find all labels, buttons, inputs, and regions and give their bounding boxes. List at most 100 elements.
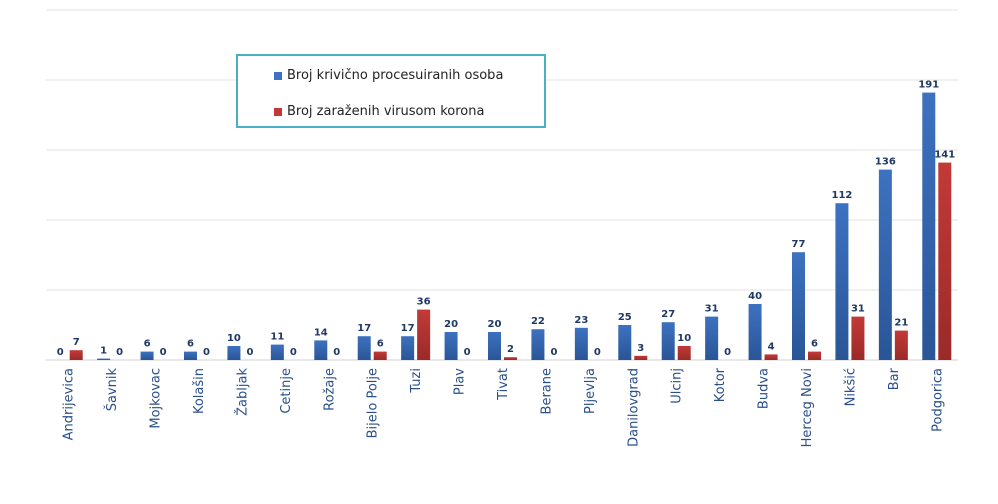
bar-prosecuted xyxy=(705,316,719,360)
bar-infected xyxy=(808,351,821,360)
bar-infected xyxy=(894,330,908,360)
bar-prosecuted xyxy=(574,327,588,360)
legend-item-infected: Broj zaraženih virusom korona xyxy=(274,104,484,119)
data-label: 17 xyxy=(357,323,371,334)
data-label: 0 xyxy=(57,347,64,358)
bar-infected xyxy=(764,354,778,360)
data-label: 20 xyxy=(488,319,502,330)
data-label: 77 xyxy=(792,239,806,250)
bar-prosecuted xyxy=(401,336,415,360)
data-label: 0 xyxy=(333,347,340,358)
x-tick-label: Herceg Novi xyxy=(800,368,815,447)
data-label: 31 xyxy=(705,304,719,315)
x-tick-label: Žabljak xyxy=(234,368,250,416)
data-label: 6 xyxy=(144,339,151,350)
x-tick-label: Danilovgrad xyxy=(626,368,641,447)
bar-prosecuted xyxy=(444,332,458,360)
bar-prosecuted xyxy=(835,203,849,360)
bar-prosecuted xyxy=(140,351,154,360)
x-tick-label: Pljevlja xyxy=(583,368,598,414)
data-label: 0 xyxy=(464,347,471,358)
data-label: 36 xyxy=(417,297,431,308)
bar-infected xyxy=(373,351,387,360)
bar-infected xyxy=(504,357,517,360)
data-label: 0 xyxy=(116,347,123,358)
bar-prosecuted xyxy=(488,332,501,360)
data-label: 27 xyxy=(661,309,675,320)
x-tick-label: Ulcinj xyxy=(670,368,685,404)
data-label: 0 xyxy=(724,347,731,358)
bar-prosecuted xyxy=(314,340,328,360)
bar-prosecuted xyxy=(531,329,545,360)
bar-prosecuted xyxy=(922,92,936,360)
data-label: 0 xyxy=(160,347,167,358)
x-tick-label: Mojkovac xyxy=(149,368,164,429)
x-tick-label: Plav xyxy=(453,368,468,395)
data-label: 4 xyxy=(768,341,775,352)
data-label: 20 xyxy=(444,319,458,330)
data-label: 0 xyxy=(246,347,253,358)
data-label: 191 xyxy=(918,80,939,91)
data-label: 17 xyxy=(401,323,415,334)
bar-infected xyxy=(851,316,865,360)
data-label: 6 xyxy=(187,339,194,350)
bar-infected xyxy=(634,355,648,360)
x-tick-label: Tuzi xyxy=(409,368,424,394)
legend-swatch-blue xyxy=(274,71,282,80)
bar-prosecuted xyxy=(878,169,892,360)
data-label: 136 xyxy=(875,157,896,168)
data-label: 7 xyxy=(73,337,80,348)
data-label: 3 xyxy=(637,343,644,354)
legend-label: Broj krivično procesuiranih osoba xyxy=(287,68,504,83)
x-tick-label: Bijelo Polje xyxy=(366,368,381,438)
x-tick-label: Kotor xyxy=(713,367,728,402)
data-label: 2 xyxy=(507,344,514,355)
legend-label: Broj zaraženih virusom korona xyxy=(287,104,485,119)
bar-prosecuted xyxy=(661,322,675,360)
bar-prosecuted xyxy=(792,252,805,360)
x-tick-label: Kolašin xyxy=(192,368,207,414)
bar-infected xyxy=(677,346,691,360)
bar-prosecuted xyxy=(184,351,197,360)
data-label: 0 xyxy=(203,347,210,358)
x-tick-label: Budva xyxy=(757,368,772,409)
legend-item-prosecuted: Broj krivično procesuiranih osoba xyxy=(274,68,503,83)
data-label: 10 xyxy=(677,333,691,344)
x-tick-label: Andrijevica xyxy=(62,368,77,440)
bar-infected xyxy=(417,309,431,360)
data-label: 1 xyxy=(100,346,107,357)
data-label: 0 xyxy=(594,347,601,358)
bar-prosecuted xyxy=(357,336,371,360)
data-label: 10 xyxy=(227,333,241,344)
data-label: 25 xyxy=(618,312,632,323)
legend-swatch-red xyxy=(274,107,282,116)
bar-prosecuted xyxy=(618,325,632,360)
x-tick-label: Nikšić xyxy=(843,368,858,406)
data-label: 6 xyxy=(377,339,384,350)
x-tick-label: Tivat xyxy=(496,368,511,401)
data-label: 112 xyxy=(831,190,852,201)
data-label: 23 xyxy=(574,315,588,326)
bar-infected xyxy=(69,350,83,360)
data-label: 0 xyxy=(550,347,557,358)
x-tick-label: Podgorica xyxy=(930,368,945,432)
data-label: 11 xyxy=(270,332,284,343)
bar-prosecuted xyxy=(97,358,111,360)
x-tick-label: Berane xyxy=(539,368,554,414)
chart-legend: Broj krivično procesuiranih osoba Broj z… xyxy=(236,54,546,128)
data-label: 22 xyxy=(531,316,545,327)
bar-prosecuted xyxy=(227,346,241,360)
bar-prosecuted xyxy=(748,304,762,360)
x-tick-label: Bar xyxy=(887,367,902,390)
bar-infected xyxy=(938,162,952,360)
data-label: 14 xyxy=(314,327,328,338)
data-label: 40 xyxy=(748,291,762,302)
data-label: 141 xyxy=(934,150,955,161)
bar-prosecuted xyxy=(270,344,284,360)
x-tick-label: Rožaje xyxy=(322,368,337,411)
data-label: 0 xyxy=(290,347,297,358)
data-label: 6 xyxy=(811,339,818,350)
x-tick-label: Cetinje xyxy=(279,368,294,414)
data-label: 21 xyxy=(894,318,908,329)
